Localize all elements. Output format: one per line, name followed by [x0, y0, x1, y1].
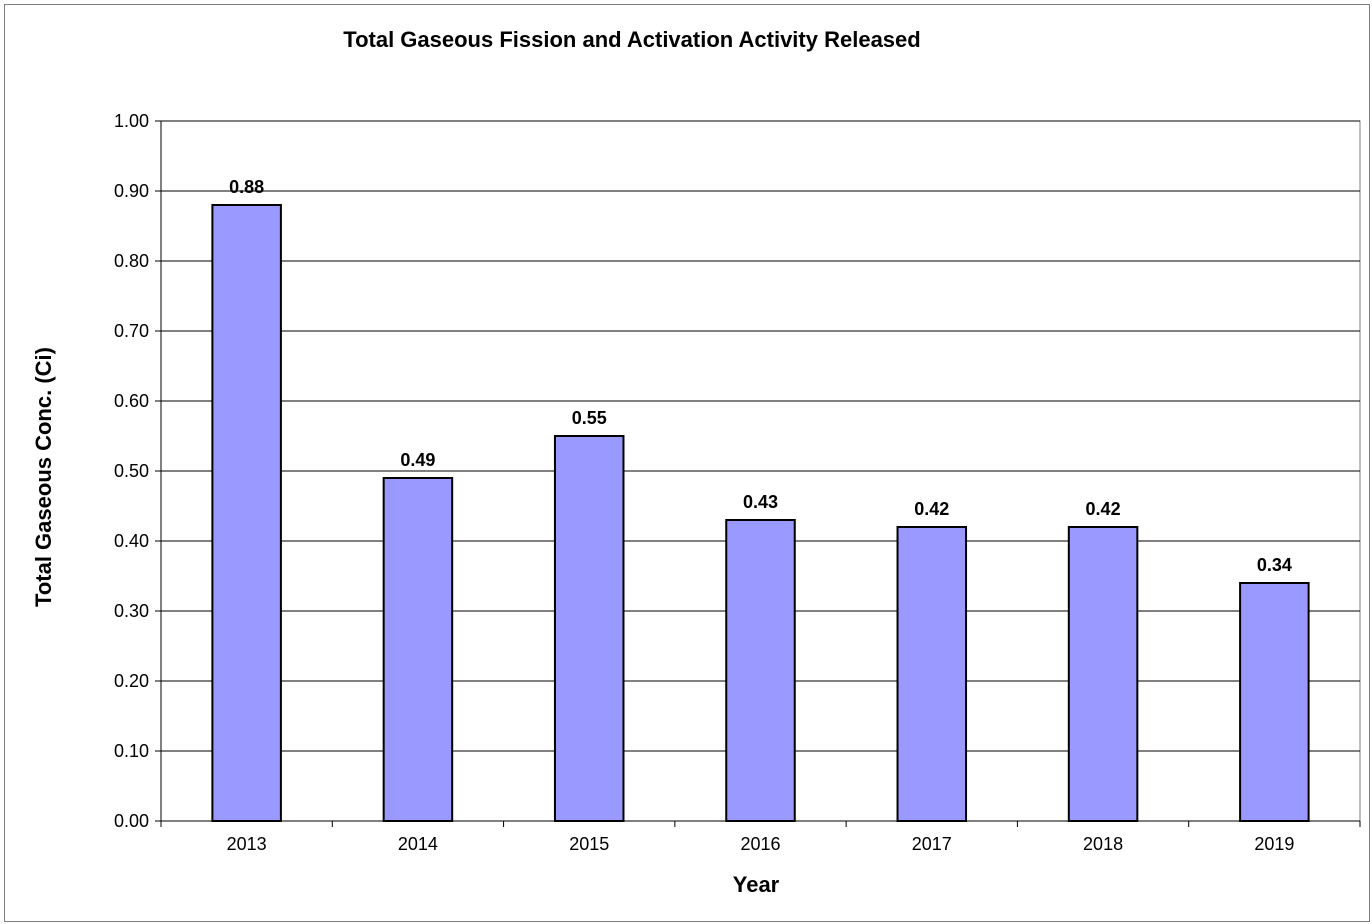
- y-tick-label: 0.20: [114, 671, 149, 691]
- x-tick-label-2014: 2014: [398, 834, 438, 854]
- y-tick-label: 0.90: [114, 181, 149, 201]
- bar-2013: [211, 204, 282, 822]
- bar-2014: [382, 477, 454, 822]
- x-tick-label-2016: 2016: [740, 834, 780, 854]
- data-label-2013: 0.88: [229, 177, 264, 197]
- data-label-2015: 0.55: [572, 408, 607, 428]
- x-axis-title: Year: [733, 872, 780, 897]
- data-label-2017: 0.42: [914, 499, 949, 519]
- chart-frame: Total Gaseous Fission and Activation Act…: [4, 4, 1370, 922]
- data-label-2019: 0.34: [1257, 555, 1292, 575]
- y-tick-label: 0.40: [114, 531, 149, 551]
- bar-2018: [1067, 526, 1139, 822]
- y-tick-label: 0.00: [114, 811, 149, 831]
- plot-area: 0.00 0.10 0.20 0.30 0.40 0.50 0.60 0.70 0.80 0.90…: [114, 111, 1361, 854]
- bar-2015: [553, 435, 625, 822]
- y-axis-title: Total Gaseous Conc. (Ci): [31, 347, 56, 607]
- y-tick-label: 0.70: [114, 321, 149, 341]
- y-tick-label: 0.60: [114, 391, 149, 411]
- x-tick-label-2018: 2018: [1083, 834, 1123, 854]
- bar-chart: Total Gaseous Fission and Activation Act…: [31, 27, 1361, 897]
- data-label-2016: 0.43: [743, 492, 778, 512]
- chart-title: Total Gaseous Fission and Activation Act…: [343, 27, 920, 52]
- x-tick-label-2013: 2013: [227, 834, 267, 854]
- y-tick-label: 0.80: [114, 251, 149, 271]
- x-tick-label-2015: 2015: [569, 834, 609, 854]
- y-tick-label: 0.50: [114, 461, 149, 481]
- y-tick-label: 0.30: [114, 601, 149, 621]
- data-label-2014: 0.49: [400, 450, 435, 470]
- y-tick-label: 1.00: [114, 111, 149, 131]
- bar-2019: [1239, 582, 1310, 822]
- bar-2017: [896, 526, 968, 822]
- y-tick-label: 0.10: [114, 741, 149, 761]
- x-tick-label-2019: 2019: [1254, 834, 1294, 854]
- data-label-2018: 0.42: [1086, 499, 1121, 519]
- bar-2016: [725, 519, 796, 822]
- x-tick-label-2017: 2017: [912, 834, 952, 854]
